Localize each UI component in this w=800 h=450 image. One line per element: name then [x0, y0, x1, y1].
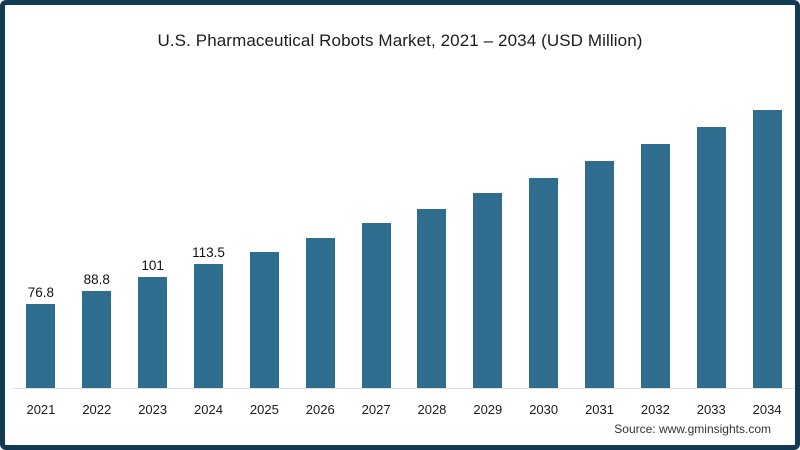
x-axis-line: [13, 388, 795, 389]
bar-value-label: 101: [141, 258, 164, 273]
bar: [138, 277, 168, 389]
x-axis-labels: 2021 2022 2023 2024 2025 2026 2027 2028 2029 2030…: [13, 402, 795, 417]
plot-area: 76.8 88.8 101 113.5 2021 2022 2023 2024 2025 202…: [13, 5, 795, 445]
x-axis-tick-label: 2033: [696, 402, 726, 417]
bars-row: 76.8 88.8 101 113.5: [13, 110, 795, 389]
bar-column: [572, 161, 628, 389]
x-axis-tick-label: 2028: [417, 402, 447, 417]
x-axis-tick-label: 2027: [361, 402, 391, 417]
bar: [752, 110, 782, 389]
bar: [640, 144, 670, 389]
bar: [417, 209, 447, 389]
bar-column: [236, 252, 292, 389]
bar-column: [292, 238, 348, 389]
chart-title: U.S. Pharmaceutical Robots Market, 2021 …: [157, 31, 643, 50]
bar-column: [683, 127, 739, 389]
bar-column: [404, 209, 460, 389]
bar: [194, 264, 223, 389]
bar-column: [460, 193, 516, 389]
source-note: Source: www.gminsights.com: [614, 422, 771, 436]
bar-column: [739, 110, 795, 389]
bar: [305, 238, 335, 389]
bar: [82, 291, 112, 389]
bar-column: [348, 223, 404, 389]
bar: [26, 304, 56, 389]
x-axis-tick-label: 2025: [249, 402, 279, 417]
x-axis-tick-label: 2029: [473, 402, 503, 417]
x-axis-tick-label: 2023: [138, 402, 168, 417]
x-axis-tick-label: 2022: [82, 402, 112, 417]
bar-value-label: 113.5: [192, 245, 225, 260]
bar-column: [516, 178, 572, 389]
bar-column: 88.8: [69, 272, 125, 389]
bar: [696, 127, 726, 389]
x-axis-tick-label: 2021: [26, 402, 56, 417]
bar-value-label: 88.8: [83, 272, 110, 287]
x-axis-tick-label: 2024: [194, 402, 223, 417]
bar-column: 113.5: [181, 245, 237, 389]
x-axis-tick-label: 2030: [529, 402, 559, 417]
bar-column: [627, 144, 683, 389]
bar: [361, 223, 391, 389]
x-axis-tick-label: 2034: [752, 402, 782, 417]
x-axis-tick-label: 2026: [305, 402, 335, 417]
x-axis-tick-label: 2032: [640, 402, 670, 417]
bar-column: 76.8: [13, 285, 69, 389]
x-axis-tick-label: 2031: [585, 402, 614, 417]
bar: [249, 252, 279, 389]
bar: [585, 161, 615, 389]
bar-column: 101: [125, 258, 181, 389]
bar: [473, 193, 503, 389]
bar-value-label: 76.8: [27, 285, 55, 300]
bar: [529, 178, 559, 389]
